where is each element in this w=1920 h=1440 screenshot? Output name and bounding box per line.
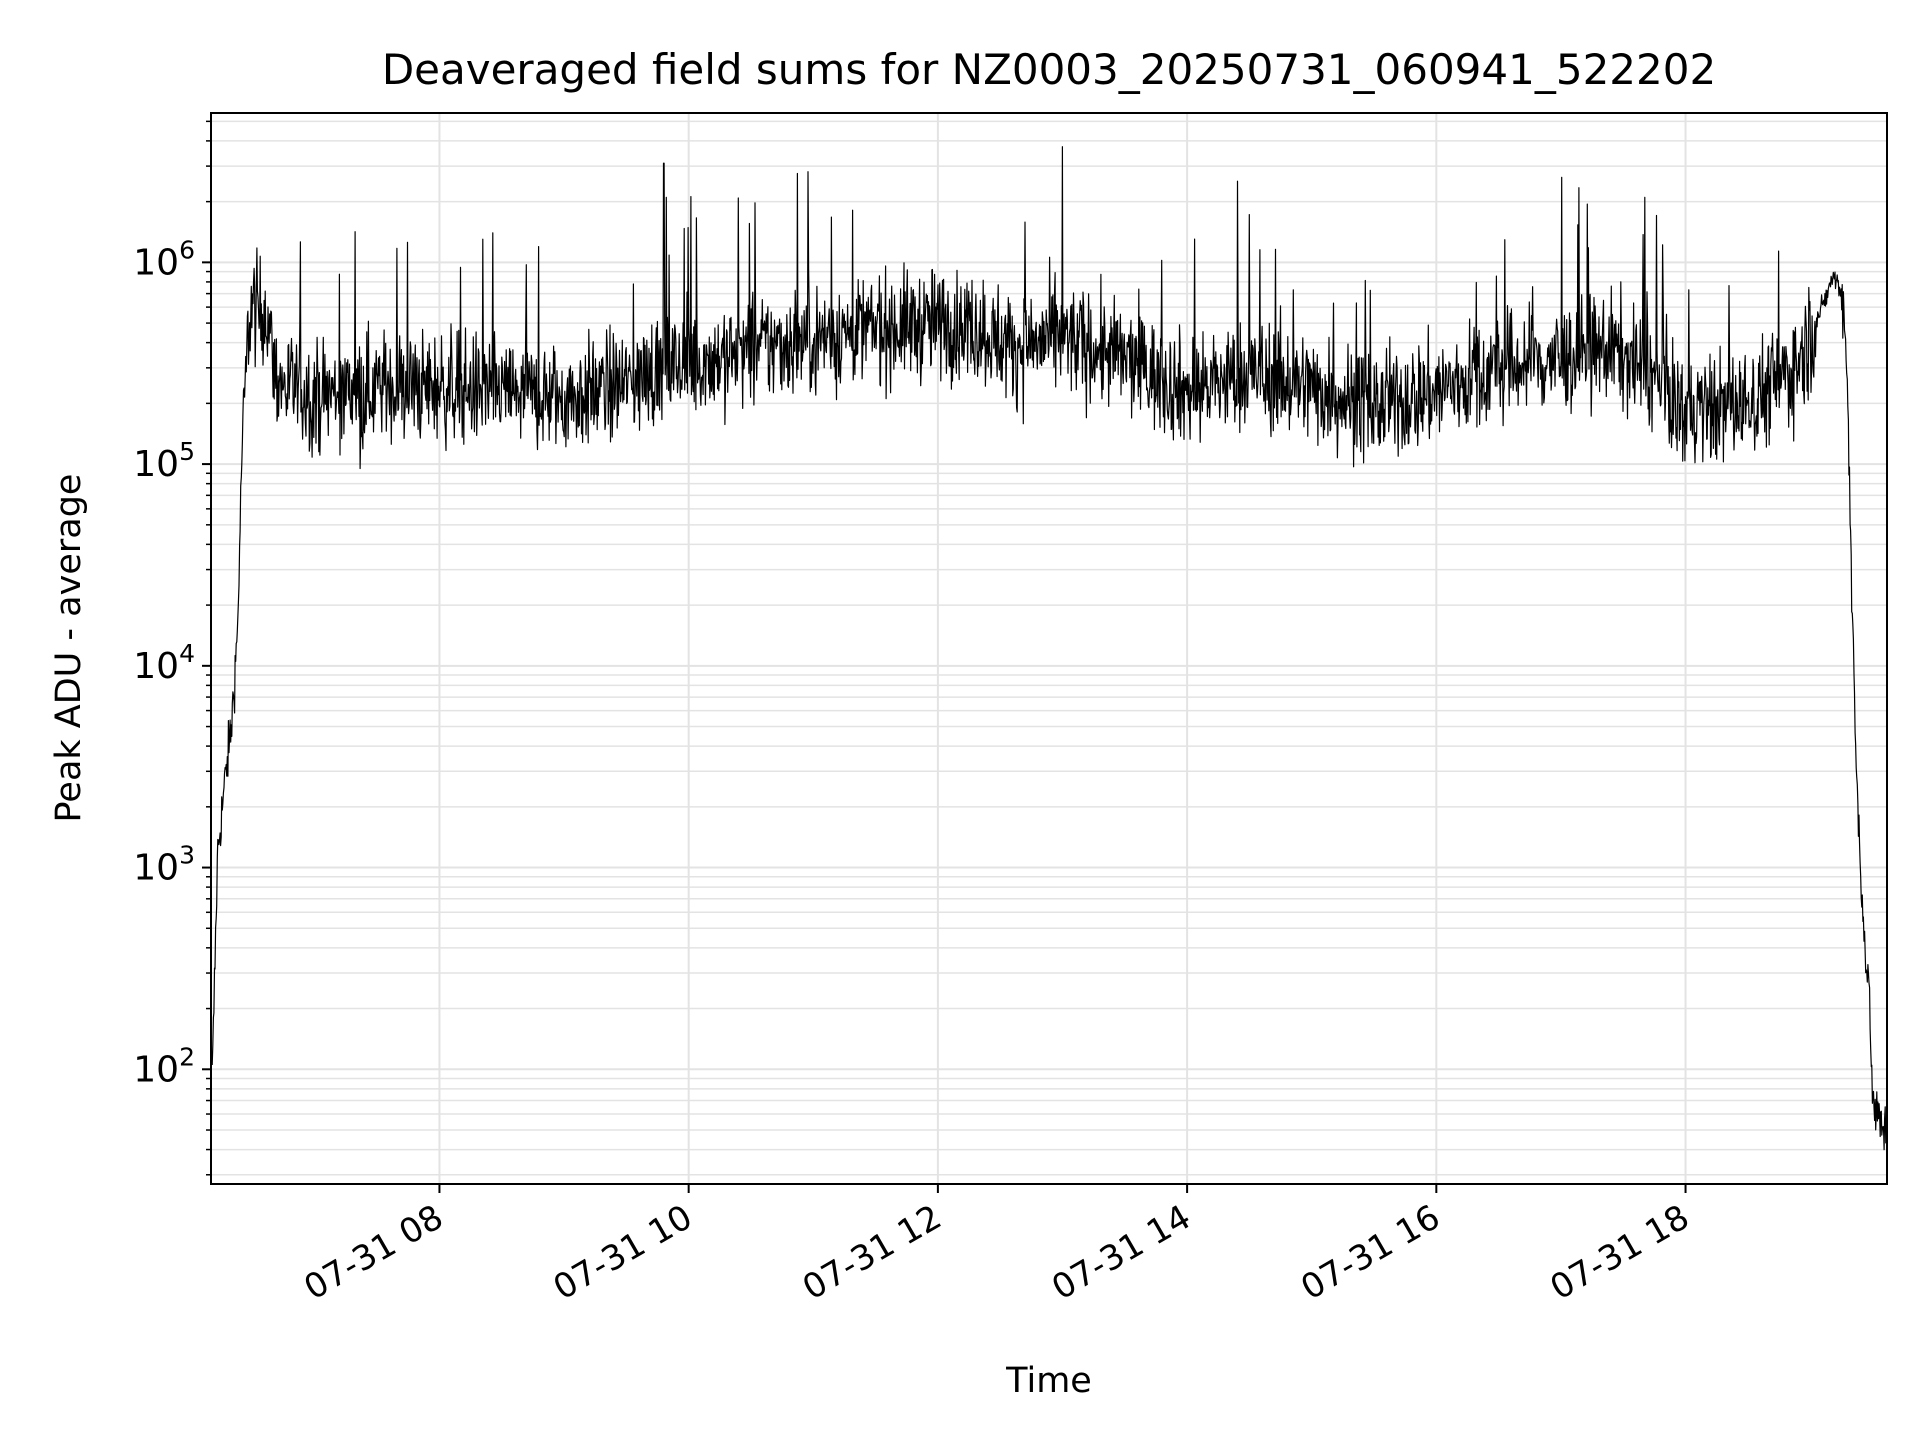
y-tick-label: 105 <box>133 437 195 485</box>
y-axis-ticks: 102 103 104 105 106 <box>133 120 211 1176</box>
y-tick-label: 103 <box>133 841 195 889</box>
chart-title: Deaveraged field sums for NZ0003_2025073… <box>382 45 1716 94</box>
x-axis-label: Time <box>1005 1361 1092 1401</box>
series-line <box>211 146 1887 1151</box>
y-tick-label: 104 <box>133 639 195 687</box>
y-axis-label: Peak ADU - average <box>49 474 89 823</box>
y-tick-label: 106 <box>133 235 195 283</box>
y-tick-label: 102 <box>133 1042 195 1090</box>
grid <box>211 113 1887 1184</box>
plot-frame <box>210 112 1888 1185</box>
